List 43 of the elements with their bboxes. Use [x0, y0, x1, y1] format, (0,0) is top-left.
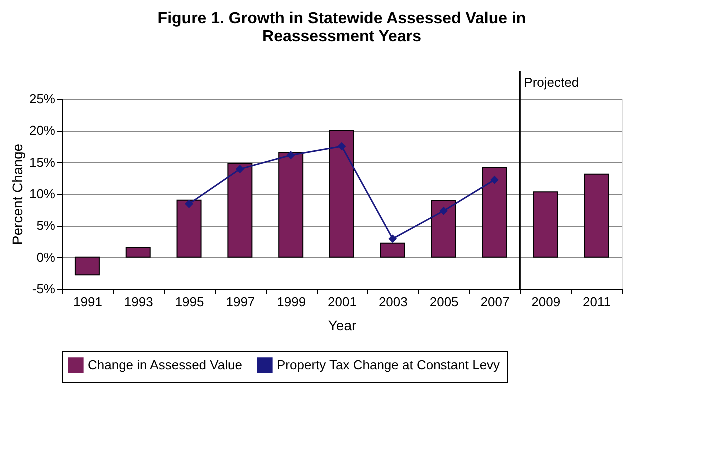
legend-label: Change in Assessed Value [88, 357, 242, 372]
point [440, 206, 448, 216]
x-tick-label: 2011 [583, 294, 612, 310]
bar [228, 163, 253, 258]
text: Figure 1. Growth in Statewide Assessed Value in [158, 10, 526, 28]
x-tick-label: 2007 [480, 294, 510, 310]
y-tick-label: 15% [29, 154, 56, 170]
x-tick-label: 1997 [226, 294, 256, 310]
bar [533, 192, 558, 258]
point [236, 165, 244, 174]
y-tick-label: 20% [29, 123, 56, 138]
bar [431, 200, 456, 258]
y-tick-label: 5% [36, 218, 56, 234]
bar [126, 247, 151, 258]
point [286, 151, 296, 160]
bar [176, 200, 202, 258]
bar [380, 242, 406, 258]
x-tick-label: 2001 [328, 294, 357, 310]
x-tick-label: 1999 [277, 294, 306, 310]
y-tick-label: 10% [29, 186, 56, 202]
y-axis-title: Percent Change [9, 144, 26, 246]
x-tick-label: 2003 [378, 294, 408, 310]
point [388, 234, 398, 244]
legend-label: Property Tax Change at Constant Levy [277, 357, 501, 372]
point [490, 176, 499, 184]
point [185, 200, 194, 208]
bar [584, 174, 610, 258]
bar [482, 168, 508, 258]
x-tick-label: 1993 [124, 294, 154, 310]
x-tick-label: 1991 [73, 294, 102, 310]
ref-line-label: Projected [524, 75, 580, 90]
y-tick-label: -5% [32, 282, 56, 296]
point [338, 142, 346, 151]
y-tick-label: 25% [29, 92, 56, 106]
text: Reassessment Years [262, 28, 422, 46]
bar [330, 130, 354, 258]
x-tick-label: 2005 [430, 294, 459, 310]
x-axis-title: Year [328, 318, 357, 334]
bar [278, 152, 304, 258]
bar [74, 256, 100, 276]
y-tick-label: 0% [36, 250, 56, 265]
x-tick-label: 2009 [532, 294, 561, 310]
x-tick-label: 1995 [175, 294, 204, 310]
